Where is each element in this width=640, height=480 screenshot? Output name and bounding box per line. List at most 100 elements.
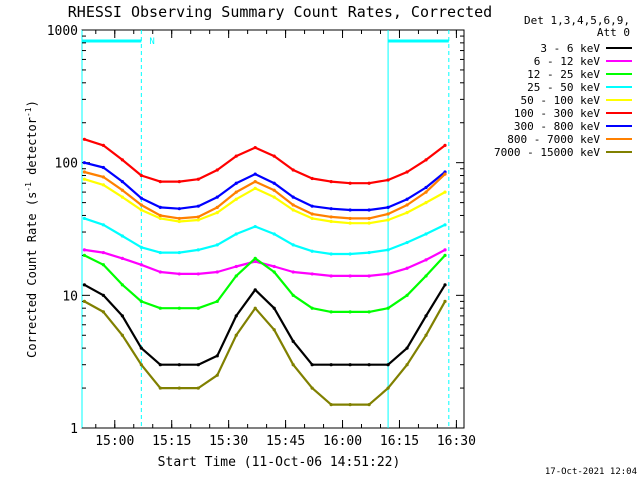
data-point [139, 299, 143, 304]
data-point [367, 274, 371, 278]
data-point [158, 270, 162, 274]
data-point [386, 363, 390, 367]
y-tick-label: 1 [70, 422, 78, 437]
data-point [310, 272, 314, 276]
data-point [291, 168, 295, 172]
data-point [348, 221, 352, 225]
data-point [253, 256, 257, 260]
data-point [215, 168, 219, 172]
data-point [82, 283, 87, 287]
data-point [82, 137, 87, 141]
data-point [329, 219, 333, 224]
data-point [158, 205, 162, 210]
y-label-part: Corrected Count Rate (s [25, 192, 39, 358]
y-label-sup: -1 [24, 107, 33, 117]
data-point [215, 195, 219, 199]
data-point [196, 363, 200, 367]
data-point [367, 216, 371, 221]
data-point [215, 354, 219, 358]
detector-header-line: Det 1,3,4,5,6,9, [524, 14, 630, 27]
data-point [424, 201, 428, 205]
data-point [177, 216, 181, 221]
data-point [405, 293, 409, 297]
data-point [424, 258, 428, 262]
data-point [101, 143, 105, 147]
data-point [177, 306, 181, 310]
data-point [291, 339, 295, 343]
data-point [329, 207, 333, 211]
series-line [83, 300, 446, 406]
data-point [443, 172, 447, 176]
data-point [158, 179, 162, 184]
data-point [348, 208, 352, 212]
data-point [272, 181, 276, 185]
data-point [177, 386, 181, 390]
data-point [139, 203, 143, 207]
detector-header: Det 1,3,4,5,6,9,Att 0 [524, 14, 630, 39]
data-point [367, 310, 371, 314]
data-point [215, 373, 219, 377]
data-point [348, 274, 352, 278]
data-point [291, 208, 295, 212]
data-point [177, 207, 181, 211]
legend-label: 800 - 7000 keV [507, 133, 600, 146]
data-point [424, 158, 428, 162]
detector-header-line: Att 0 [597, 26, 630, 39]
data-point [443, 143, 447, 147]
data-point [120, 158, 124, 162]
y-label-sup: -1 [24, 182, 33, 192]
data-point [82, 177, 87, 181]
data-point [139, 208, 143, 212]
data-point [234, 181, 238, 185]
data-point [405, 363, 409, 367]
data-point [139, 196, 143, 200]
data-point [310, 204, 314, 208]
data-point [101, 293, 105, 297]
data-point [158, 363, 162, 367]
data-point [443, 283, 447, 287]
data-point [158, 386, 162, 390]
data-point [405, 346, 409, 350]
data-point [386, 212, 390, 216]
data-point [101, 223, 105, 227]
data-point [310, 386, 314, 390]
y-label-part: ) [25, 100, 39, 107]
data-point [310, 363, 314, 367]
data-point [139, 245, 143, 249]
data-point [386, 205, 390, 210]
data-point [405, 203, 409, 207]
night-markers: N [81, 30, 450, 428]
data-point [405, 197, 409, 201]
data-point [234, 314, 238, 318]
data-point [272, 270, 276, 274]
data-point [234, 274, 238, 278]
data-point [101, 263, 105, 267]
data-point [291, 363, 295, 367]
data-point [253, 172, 257, 176]
data-point [367, 208, 371, 212]
series-lines [82, 137, 447, 407]
data-point [253, 179, 257, 184]
data-point [196, 386, 200, 390]
footer-date: 17-Oct-2021 12:04 [545, 467, 637, 477]
data-point [386, 306, 390, 310]
data-point [386, 272, 390, 276]
data-point [82, 299, 87, 304]
data-point [101, 310, 105, 314]
legend-label: 7000 - 15000 keV [494, 146, 600, 159]
data-point [405, 266, 409, 270]
x-tick-label: 16:15 [380, 434, 419, 449]
data-point [120, 188, 124, 192]
legend-label: 300 - 800 keV [514, 120, 600, 133]
data-point [139, 363, 143, 367]
data-point [272, 195, 276, 199]
data-point [367, 221, 371, 225]
y-tick-label: 10 [62, 289, 78, 304]
data-point [177, 250, 181, 255]
data-point [443, 299, 447, 304]
data-point [158, 213, 162, 218]
data-point [272, 306, 276, 310]
data-point [120, 195, 124, 199]
data-point [253, 224, 257, 229]
